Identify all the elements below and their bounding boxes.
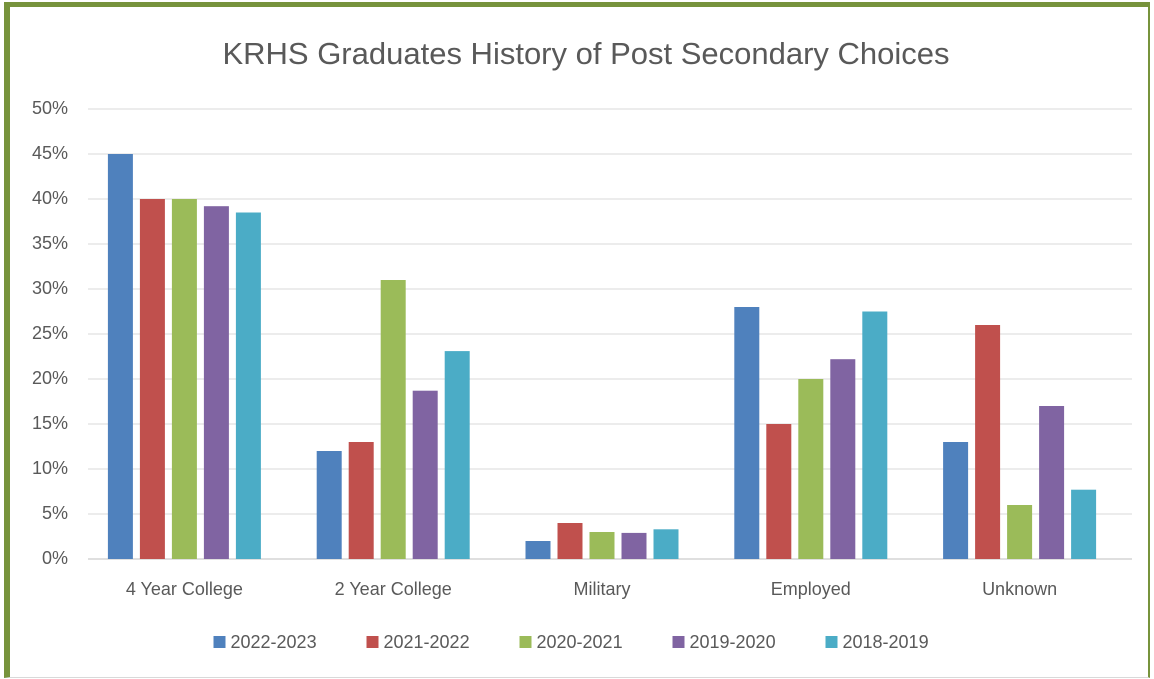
x-tick-label: 2 Year College	[335, 579, 452, 599]
bar	[171, 199, 197, 559]
bar	[1039, 406, 1065, 559]
bar	[862, 311, 888, 559]
y-tick-label: 40%	[32, 188, 68, 208]
legend-label: 2018-2019	[843, 632, 929, 652]
bar	[235, 212, 261, 559]
bar	[412, 390, 438, 559]
chart-title: KRHS Graduates History of Post Secondary…	[222, 36, 949, 71]
bar	[203, 206, 229, 559]
x-tick-label: Unknown	[982, 579, 1057, 599]
x-tick-label: 4 Year College	[126, 579, 243, 599]
bar	[557, 523, 583, 559]
x-tick-label: Employed	[771, 579, 851, 599]
bar	[348, 442, 374, 559]
legend-swatch	[672, 636, 685, 648]
y-tick-label: 30%	[32, 278, 68, 298]
bar	[380, 280, 406, 559]
y-tick-label: 5%	[42, 503, 68, 523]
bar	[589, 532, 615, 559]
bar	[139, 199, 165, 559]
legend-swatch	[366, 636, 379, 648]
y-tick-label: 15%	[32, 413, 68, 433]
legend-label: 2019-2020	[690, 632, 776, 652]
y-tick-label: 45%	[32, 143, 68, 163]
y-tick-label: 10%	[32, 458, 68, 478]
legend-swatch	[519, 636, 532, 648]
bar	[107, 154, 133, 559]
bar	[734, 307, 760, 559]
y-tick-label: 35%	[32, 233, 68, 253]
bar	[766, 424, 792, 559]
legend-swatch	[213, 636, 226, 648]
legend-label: 2021-2022	[384, 632, 470, 652]
legend-label: 2022-2023	[231, 632, 317, 652]
bar	[1007, 505, 1033, 559]
legend-label: 2020-2021	[537, 632, 623, 652]
y-tick-label: 50%	[32, 98, 68, 118]
y-tick-label: 20%	[32, 368, 68, 388]
y-tick-label: 25%	[32, 323, 68, 343]
bar	[653, 529, 679, 559]
bar	[830, 359, 856, 559]
bar	[525, 541, 551, 559]
legend-swatch	[825, 636, 838, 648]
bar	[798, 379, 824, 559]
bar	[1071, 489, 1097, 559]
y-tick-label: 0%	[42, 548, 68, 568]
x-tick-label: Military	[574, 579, 631, 599]
bar	[975, 325, 1001, 559]
bar	[316, 451, 342, 559]
bar	[444, 351, 470, 559]
chart-frame	[4, 2, 1150, 678]
bar	[943, 442, 969, 559]
bar	[621, 532, 647, 559]
